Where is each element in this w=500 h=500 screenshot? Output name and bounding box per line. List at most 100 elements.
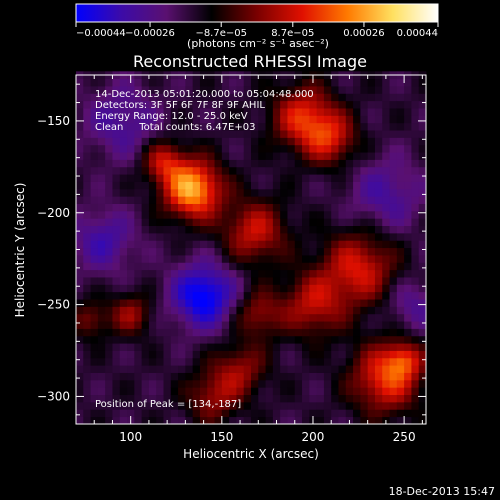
heatmap-cell [119, 210, 128, 219]
heatmap-cell [221, 328, 230, 337]
heatmap-cell [265, 247, 274, 256]
heatmap-cell [323, 196, 332, 204]
heatmap-cell [105, 225, 113, 234]
heatmap-cell [323, 277, 332, 285]
heatmap-cell [163, 100, 172, 109]
heatmap-cell [280, 203, 288, 212]
heatmap-cell [141, 181, 150, 190]
heatmap-cell [214, 409, 223, 418]
heatmap-cell [141, 306, 150, 315]
heatmap-cell [316, 409, 325, 418]
heatmap-cell [112, 159, 121, 168]
heatmap-cell [229, 159, 237, 168]
heatmap-cell [214, 181, 223, 190]
heatmap-cell [280, 100, 288, 109]
heatmap-cell [97, 93, 106, 102]
heatmap-cell [229, 100, 237, 109]
heatmap-cell [90, 144, 99, 153]
heatmap-cell [236, 343, 245, 351]
heatmap-cell [148, 166, 157, 175]
heatmap-cell [331, 93, 339, 102]
heatmap-cell [316, 284, 325, 293]
heatmap-cell [156, 269, 164, 278]
heatmap-cell [156, 284, 164, 293]
heatmap-cell [76, 247, 84, 256]
heatmap-cell [411, 379, 420, 388]
heatmap-cell [360, 152, 369, 160]
heatmap-cell [258, 108, 266, 116]
heatmap-cell [418, 306, 427, 315]
heatmap-cell [112, 416, 121, 425]
heatmap-cell [97, 306, 106, 315]
heatmap-cell [309, 108, 318, 116]
heatmap-cell [258, 299, 266, 307]
heatmap-cell [353, 357, 361, 366]
heatmap-cell [302, 196, 310, 204]
heatmap-cell [338, 78, 347, 87]
heatmap-cell [323, 232, 332, 241]
heatmap-cell [236, 247, 245, 256]
heatmap-cell [251, 130, 259, 138]
heatmap-cell [374, 401, 383, 410]
heatmap-cell [90, 299, 99, 307]
heatmap-cell [148, 328, 157, 337]
heatmap-cell [156, 299, 164, 307]
heatmap-cell [229, 350, 237, 359]
heatmap-cell [316, 137, 325, 146]
heatmap-cell [134, 379, 143, 388]
heatmap-cell [83, 335, 91, 344]
heatmap-cell [199, 291, 208, 300]
heatmap-cell [353, 225, 361, 234]
heatmap-cell [207, 137, 215, 146]
heatmap-cell [367, 86, 376, 94]
heatmap-cell [287, 137, 296, 146]
heatmap-cell [418, 291, 427, 300]
heatmap-cell [105, 188, 113, 197]
heatmap-cell [265, 144, 274, 153]
heatmap-cell [141, 218, 150, 227]
heatmap-cell [134, 115, 143, 124]
heatmap-cell [316, 328, 325, 337]
heatmap-cell [178, 78, 186, 87]
heatmap-cell [302, 152, 310, 160]
heatmap-cell [141, 144, 150, 153]
heatmap-cell [345, 299, 354, 307]
heatmap-cell [353, 203, 361, 212]
heatmap-cell [178, 130, 186, 138]
heatmap-cell [119, 387, 128, 396]
heatmap-cell [367, 269, 376, 278]
heatmap-cell [374, 181, 383, 190]
heatmap-cell [265, 166, 274, 175]
heatmap-cell [156, 137, 164, 146]
heatmap-cell [418, 321, 427, 329]
heatmap-cell [119, 313, 128, 322]
heatmap-cell [170, 387, 179, 396]
heatmap-cell [411, 328, 420, 337]
heatmap-cell [287, 86, 296, 94]
heatmap-cell [265, 232, 274, 241]
heatmap-cell [382, 379, 390, 388]
heatmap-cell [178, 159, 186, 168]
heatmap-cell [360, 188, 369, 197]
heatmap-cell [156, 350, 164, 359]
heatmap-cell [97, 328, 106, 337]
heatmap-cell [411, 240, 420, 249]
heatmap-cell [367, 188, 376, 197]
heatmap-cell [272, 100, 281, 109]
heatmap-cell [360, 313, 369, 322]
heatmap-cell [411, 188, 420, 197]
heatmap-cell [148, 357, 157, 366]
heatmap-cell [199, 335, 208, 344]
heatmap-cell [272, 328, 281, 337]
heatmap-cell [280, 174, 288, 182]
heatmap-cell [185, 343, 194, 351]
heatmap-cell [345, 284, 354, 293]
heatmap-cell [374, 343, 383, 351]
heatmap-cell [119, 203, 128, 212]
heatmap-cell [294, 365, 303, 373]
heatmap-cell [156, 93, 164, 102]
heatmap-cell [287, 232, 296, 241]
heatmap-cell [367, 313, 376, 322]
heatmap-cell [389, 262, 398, 271]
heatmap-cell [258, 357, 266, 366]
